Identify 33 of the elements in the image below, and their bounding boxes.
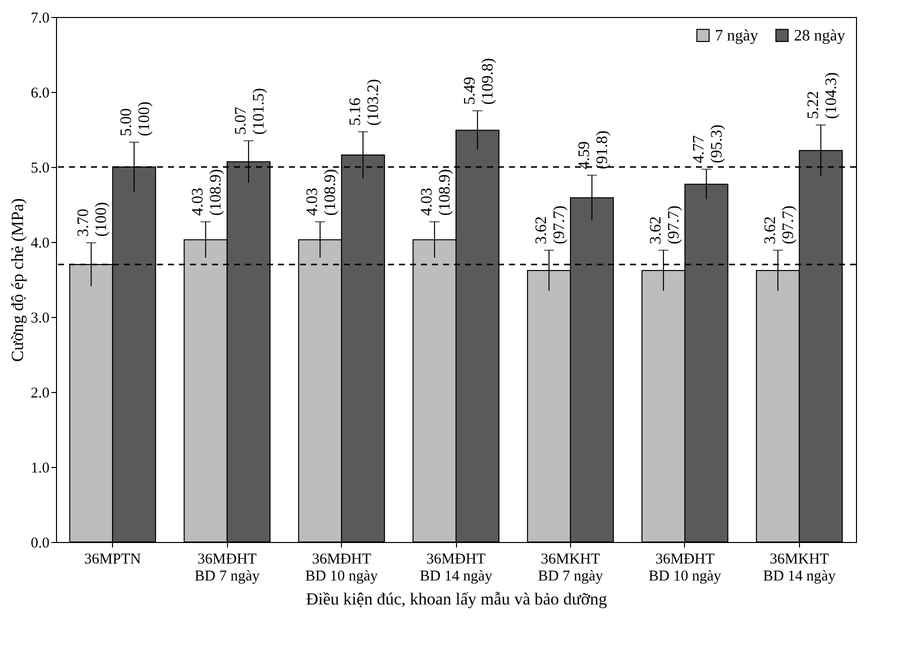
y-tick-label: 6.0 bbox=[30, 86, 50, 102]
x-tick-label: 36MĐHT BD 7 ngày bbox=[194, 552, 260, 584]
y-tick-label: 0.0 bbox=[30, 536, 50, 552]
x-tick-label: 36MKHT BD 7 ngày bbox=[538, 552, 604, 584]
data-label: 3.62 (97.7) bbox=[647, 206, 682, 244]
data-label: 5.16 (103.2) bbox=[347, 79, 382, 126]
x-tick-label: 36MKHT BD 14 ngày bbox=[763, 552, 836, 584]
data-label: 5.49 (109.8) bbox=[461, 58, 496, 105]
data-label: 3.70 (100) bbox=[75, 202, 110, 237]
x-tick-label: 36MPTN bbox=[84, 552, 142, 568]
y-tick-label: 7.0 bbox=[30, 10, 50, 26]
data-label: 4.03 (108.9) bbox=[418, 169, 454, 216]
data-label: 5.22 (104.3) bbox=[804, 72, 840, 119]
y-axis-title: Cường độ ép chẻ (MPa) bbox=[8, 198, 27, 362]
data-label: 4.03 (108.9) bbox=[190, 169, 225, 216]
x-axis-title: Điều kiện đúc, khoan lấy mẫu và bảo dưỡng bbox=[306, 590, 608, 608]
x-tick-label: 36MĐHT BD 14 ngày bbox=[420, 552, 493, 584]
data-label: 3.62 (97.7) bbox=[532, 206, 568, 244]
x-tick-label: 36MĐHT BD 10 ngày bbox=[305, 552, 378, 584]
legend-label: 28 ngày bbox=[794, 27, 846, 44]
y-tick-label: 2.0 bbox=[30, 386, 50, 402]
y-tick-label: 3.0 bbox=[30, 310, 50, 326]
data-label: 3.62 (97.7) bbox=[762, 206, 797, 244]
y-tick-label: 5.0 bbox=[30, 160, 50, 176]
data-label: 4.03 (108.9) bbox=[304, 169, 340, 216]
y-tick-label: 1.0 bbox=[30, 460, 50, 476]
data-label: 5.07 (101.5) bbox=[232, 88, 268, 135]
y-tick-label: 4.0 bbox=[30, 236, 50, 252]
x-tick-label: 36MĐHT BD 10 ngày bbox=[648, 552, 722, 584]
data-label: 4.59 (91.8) bbox=[576, 130, 611, 170]
legend-label: 7 ngày bbox=[715, 27, 758, 44]
data-label: 4.77 (95.3) bbox=[690, 124, 726, 164]
data-label: 5.00 (100) bbox=[118, 102, 154, 136]
